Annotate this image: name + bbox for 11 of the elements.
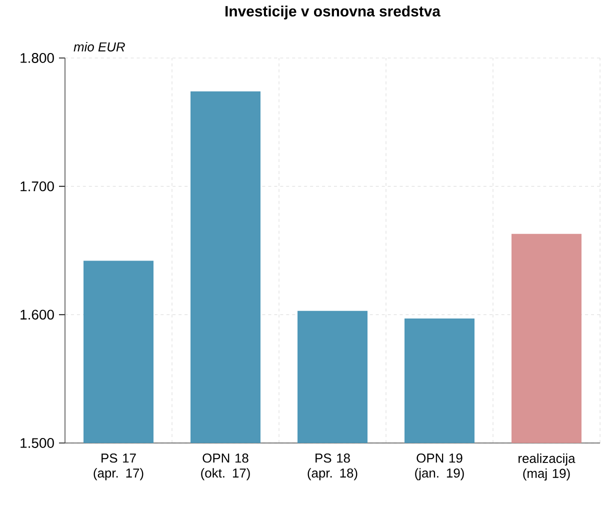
y-tick-label: 1.600 <box>20 310 54 320</box>
x-tick-label: OPN 18 (okt. 17) <box>201 454 250 480</box>
y-tick-label: 1.500 <box>20 438 54 448</box>
x-tick-label: PS 17 (apr. 17) <box>94 454 144 480</box>
y-axis-title: mio EUR <box>74 42 125 52</box>
y-tick-label: 1.700 <box>20 181 54 192</box>
y-tick-label: 1.800 <box>20 53 54 63</box>
x-tick-label: OPN 19 (jan. 19) <box>415 454 464 480</box>
x-tick-label: PS 18 (apr. 18) <box>308 454 358 480</box>
chart-title: Investicije v osnovna sredstva <box>226 6 441 20</box>
x-tick-label: realizacija (maj 19) <box>518 454 576 481</box>
